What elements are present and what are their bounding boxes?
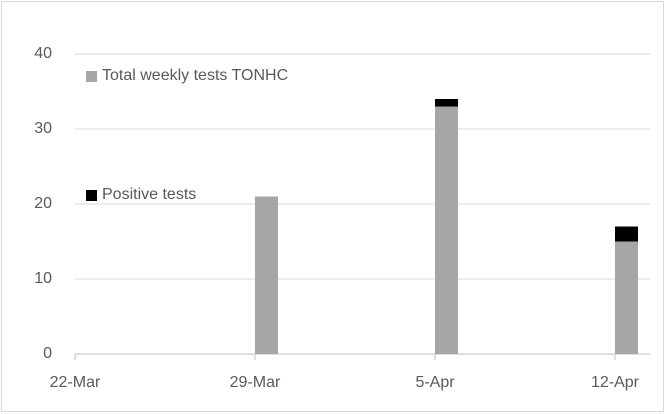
bar-segment	[255, 196, 278, 354]
legend-swatch	[86, 190, 97, 201]
legend-label: Total weekly tests TONHC	[102, 67, 289, 84]
x-tick-label: 29-Mar	[230, 374, 281, 391]
y-tick-label: 20	[34, 195, 52, 212]
legend-item: Positive tests	[86, 186, 302, 207]
bar-segment	[435, 106, 458, 354]
x-tick-label: 5-Apr	[415, 374, 455, 391]
legend-label: Positive tests	[102, 186, 197, 203]
bar-segment	[615, 241, 638, 354]
y-tick-label: 10	[34, 270, 52, 287]
y-tick-label: 40	[34, 45, 52, 62]
y-tick-label: 0	[43, 345, 52, 362]
x-tick-label: 22-Mar	[50, 374, 101, 391]
bar-segment	[435, 99, 458, 107]
legend-item: Total weekly tests TONHC	[86, 67, 302, 88]
y-tick-label: 30	[34, 120, 52, 137]
x-tick-label: 12-Apr	[591, 374, 640, 391]
legend-swatch	[86, 71, 97, 82]
bar-segment	[615, 226, 638, 242]
